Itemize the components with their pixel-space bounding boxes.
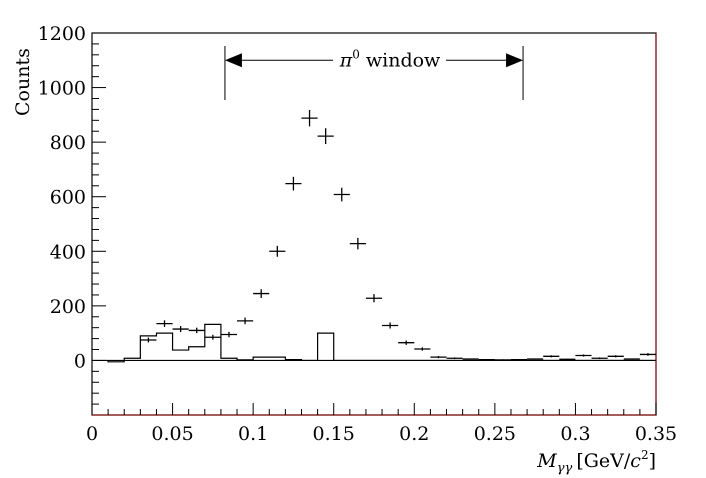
data-point	[237, 317, 254, 325]
data-point	[527, 358, 544, 360]
data-point	[446, 357, 463, 360]
y-tick-label: 200	[50, 296, 86, 318]
data-point	[349, 237, 366, 250]
data-point	[639, 353, 656, 356]
x-tick-label: 0.35	[635, 423, 677, 445]
crosses-series	[140, 109, 656, 361]
data-point	[414, 347, 431, 351]
window-label: π0 window	[339, 47, 441, 71]
y-tick-label: 1200	[38, 23, 86, 45]
y-tick-label: 1000	[38, 78, 86, 100]
data-point	[188, 327, 205, 334]
data-point	[140, 337, 157, 343]
data-point	[220, 331, 238, 338]
data-point	[543, 355, 560, 358]
x-tick-label: 0.1	[238, 423, 268, 445]
x-tick-label: 0.25	[474, 423, 516, 445]
window-arrowhead-left	[224, 53, 242, 68]
x-tick-label: 0	[86, 423, 98, 445]
data-point	[430, 356, 447, 359]
x-tick-label: 0.2	[399, 423, 429, 445]
data-point	[398, 340, 415, 345]
data-point	[172, 326, 189, 333]
y-axis-title: Counts	[12, 48, 34, 116]
plot-frame	[91, 32, 657, 416]
y-tick-label: 600	[50, 187, 86, 209]
data-point	[607, 355, 624, 358]
histogram-series	[107, 323, 656, 363]
data-point	[156, 320, 173, 327]
data-point	[317, 128, 334, 145]
data-point	[253, 289, 270, 298]
x-tick-label: 0.3	[560, 423, 590, 445]
y-tick-label: 400	[50, 241, 86, 263]
data-point	[269, 245, 286, 257]
data-point	[333, 187, 350, 202]
data-point	[478, 358, 495, 361]
data-point	[462, 358, 479, 360]
data-point	[301, 109, 318, 127]
data-point	[591, 357, 608, 360]
x-tick-label: 0.05	[151, 423, 193, 445]
histogram-outline	[107, 323, 656, 363]
data-point	[494, 359, 511, 361]
y-tick-label: 0	[74, 350, 86, 372]
data-point	[559, 358, 576, 360]
x-axis-title: Mγγ [GeV/c2]	[536, 448, 656, 476]
axis-ticks: 0 0.05 0.1 0.15 0.2 0.25 0.3 0.35 0 200 400 600 800 1…	[38, 23, 678, 445]
window-arrowhead-right	[506, 53, 524, 68]
data-point	[285, 176, 302, 191]
pi0-window-annotation: π0 window	[224, 46, 524, 100]
y-tick-label: 800	[50, 132, 86, 154]
data-point	[365, 294, 383, 303]
data-point	[623, 358, 640, 360]
data-point	[382, 322, 399, 329]
data-point	[510, 358, 528, 361]
x-tick-label: 0.15	[313, 423, 355, 445]
data-point	[204, 334, 221, 340]
data-point	[575, 354, 592, 357]
